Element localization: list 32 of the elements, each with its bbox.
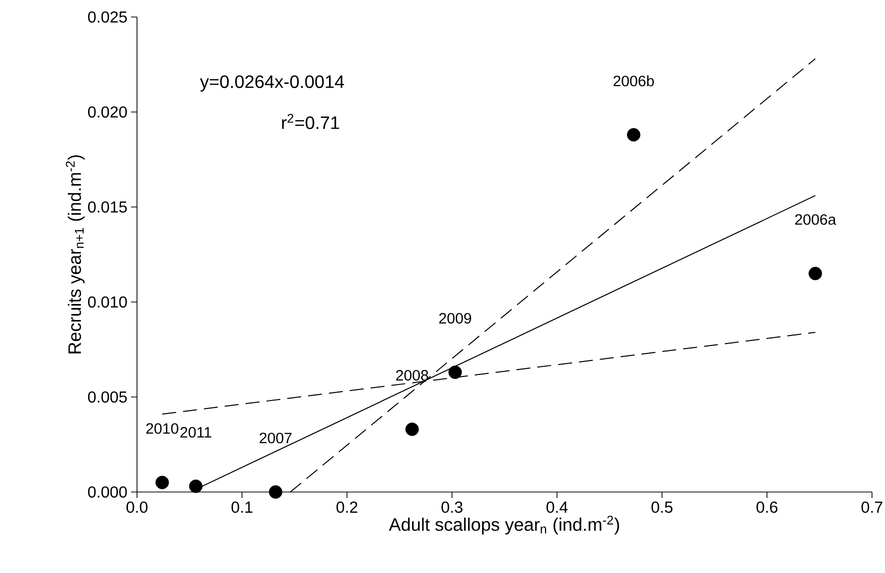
x-tick-label: 0.3 xyxy=(442,502,462,513)
point xyxy=(626,128,640,142)
x-tick-label: 0.2 xyxy=(336,502,358,513)
annotation: 2011 xyxy=(180,426,212,438)
annotation: 2008 xyxy=(396,370,428,381)
annotation: 2010 xyxy=(146,423,178,434)
x-tick-label: 0.4 xyxy=(546,502,568,513)
y-tick-label: 0.000 xyxy=(88,486,127,498)
x-tick-label: 0.0 xyxy=(126,502,148,513)
point xyxy=(156,476,169,490)
x-tick-label: 0.7 xyxy=(862,502,882,513)
point xyxy=(268,485,282,499)
x-tick-label: 0.5 xyxy=(652,502,672,513)
point xyxy=(405,422,419,436)
point xyxy=(448,366,462,379)
y-tick-label: 0.015 xyxy=(88,201,127,213)
x-tick-label: 0.1 xyxy=(232,502,252,513)
point xyxy=(189,480,202,493)
annotation: 2007 xyxy=(260,432,292,444)
x-axis-title: Adult scallops year$_{n}$ (ind.m$^{-2}$) xyxy=(388,516,620,534)
annotation: r$^{2}$=0.71 xyxy=(282,114,340,130)
y-tick-label: 0.005 xyxy=(88,391,127,403)
annotation: 2006a xyxy=(795,214,836,225)
annotation: y=0.0264x-0.0014 xyxy=(200,75,344,92)
x-tick-label: 0.6 xyxy=(756,502,778,513)
annotation: 2009 xyxy=(439,312,472,324)
y-tick-label: 0.025 xyxy=(88,11,127,23)
point xyxy=(808,266,822,280)
y-tick-label: 0.010 xyxy=(88,296,127,308)
y-tick-label: 0.020 xyxy=(88,106,127,118)
y-axis-title: Recruits year$_{n+1}$ (ind.m$^{-2}$) xyxy=(66,155,85,354)
annotation: 2006b xyxy=(614,75,654,86)
